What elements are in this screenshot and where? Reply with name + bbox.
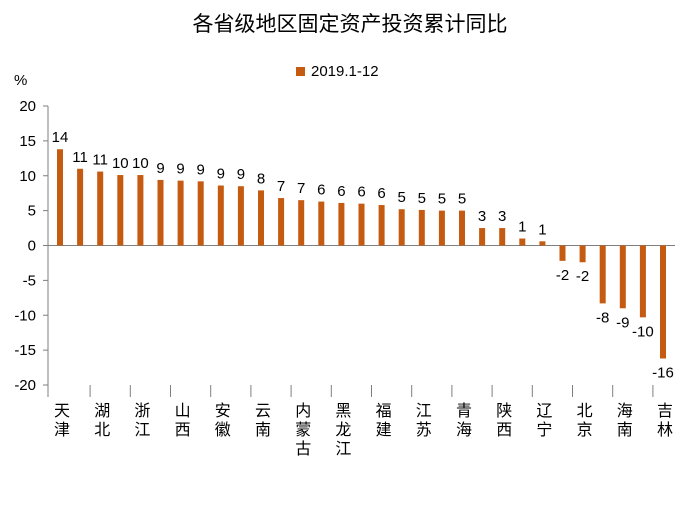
bar [438,210,445,246]
category-label: 青海 [456,401,472,439]
bar [539,241,546,246]
legend-label: 2019.1-12 [311,63,379,80]
data-label: 6 [337,183,345,200]
data-label: -2 [576,268,589,285]
y-tick-label: -20 [14,377,36,394]
data-label: 9 [237,166,245,183]
legend-swatch [296,67,305,76]
bar [398,209,405,246]
data-label: 7 [297,180,305,197]
category-label: 福建 [376,401,392,439]
data-label: -16 [652,364,674,381]
bar [157,179,164,246]
data-label: 7 [277,178,285,195]
data-label: 9 [176,161,184,178]
data-label: -10 [632,323,654,340]
bar [418,209,425,246]
chart-title: 各省级地区固定资产投资累计同比 [192,12,508,36]
data-label: 5 [398,189,406,206]
y-axis-unit: % [14,72,28,89]
bar [77,168,84,246]
category-label: 山西 [175,401,191,439]
category-label: 陕西 [496,401,512,439]
data-label: 5 [438,191,446,208]
data-label: 3 [498,208,506,225]
y-tick-label: 20 [19,98,36,115]
category-label: 江苏 [416,401,432,439]
y-tick-label: 15 [19,133,36,150]
bar [499,228,506,246]
bar [278,198,285,246]
data-label: 5 [458,191,466,208]
data-label: 8 [257,170,265,187]
bar [338,202,345,246]
data-label: 14 [52,129,69,146]
category-label: 云南 [255,401,271,439]
data-label: -2 [556,267,569,284]
bar [137,175,144,246]
category-label: 天津 [54,401,70,439]
data-label: 3 [478,208,486,225]
bar [660,245,666,359]
bar [459,210,465,246]
bar [519,238,526,246]
y-tick-label: 5 [28,203,36,220]
bar [318,201,325,246]
category-label: 安徽 [215,401,231,439]
y-tick-label: -15 [14,342,36,359]
bar [258,190,264,246]
bar [619,245,626,309]
data-label: 9 [197,161,205,178]
data-label: 10 [112,155,129,172]
data-label: 1 [518,219,526,236]
bar [479,228,486,246]
category-label: 吉林 [657,401,673,439]
bar [579,245,586,263]
data-label: 9 [156,160,164,177]
bar [117,175,124,246]
data-label: 1 [538,221,546,238]
bar [237,186,244,246]
bar [559,245,566,261]
bar [358,203,365,246]
category-label: 黑龙江 [335,401,351,458]
data-label: 6 [317,182,325,199]
data-label: 11 [92,152,108,169]
category-label: 北京 [577,401,593,439]
category-label: 海南 [617,401,633,439]
legend: 2019.1-12 [296,63,379,80]
y-tick-label: -10 [14,307,36,324]
bar [639,245,646,318]
y-tick-label: 0 [28,238,36,255]
data-label: -8 [596,309,609,326]
data-label: 5 [418,190,426,207]
bar [378,205,385,246]
category-label: 湖北 [94,401,110,439]
bar [298,200,305,246]
bar [599,245,606,304]
category-label: 辽宁 [536,401,552,439]
bar [97,171,104,246]
bar [177,180,184,246]
data-label: -9 [616,314,629,331]
bar [197,181,204,246]
bar [217,185,224,246]
data-label: 9 [217,166,225,183]
bar [57,149,63,246]
data-label: 6 [377,185,385,202]
data-label: 6 [357,184,365,201]
category-label: 内蒙古 [295,401,311,458]
y-tick-label: 10 [19,168,36,185]
y-tick-label: -5 [23,272,36,289]
data-label: 10 [132,155,149,172]
data-label: 11 [72,149,88,166]
category-label: 浙江 [134,401,150,439]
